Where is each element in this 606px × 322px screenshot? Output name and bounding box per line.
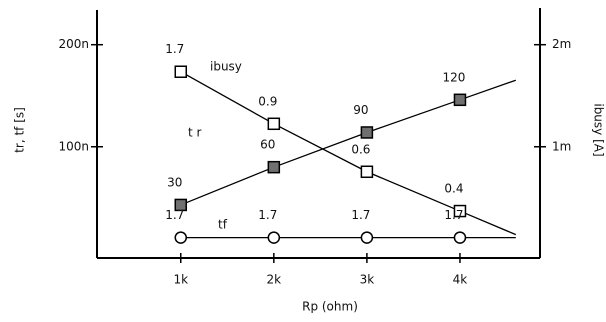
point-note: 90 [353, 103, 368, 117]
point [174, 65, 188, 78]
point-note: 60 [260, 138, 275, 152]
y2-axis-label: ibusy [A] [592, 103, 606, 156]
point [360, 231, 374, 244]
point-note: 30 [167, 175, 182, 189]
y-tick-label: 200n [58, 37, 89, 51]
y2-tick-label: 2m [552, 37, 571, 51]
point-note: 1.7 [444, 208, 463, 222]
point-note: 1.7 [165, 42, 184, 56]
point [267, 117, 281, 131]
x-tick-label: 2k [267, 273, 282, 287]
point-note: 1.7 [165, 208, 184, 222]
y-axis-label: tr, tf [s] [13, 107, 27, 153]
series-name: t r [188, 126, 202, 140]
point [360, 165, 374, 179]
point [267, 160, 281, 174]
x-axis-label: Rp (ohm) [302, 300, 358, 314]
series-line [180, 99, 461, 206]
y-tick-label: 100n [58, 139, 89, 153]
point [174, 231, 188, 244]
point-note: 0.9 [258, 94, 277, 108]
x-tick-label: 4k [453, 273, 468, 287]
point-note: 1.7 [258, 208, 277, 222]
series-name: tf [218, 218, 228, 232]
point-note: 0.6 [351, 142, 370, 156]
series-extension [459, 79, 517, 101]
y2-tick-label: 1m [552, 139, 571, 153]
point [360, 126, 374, 139]
x-tick-label: 3k [360, 273, 375, 287]
point [453, 204, 467, 218]
point-note: 0.4 [444, 182, 463, 196]
series-line [180, 71, 461, 212]
point [174, 198, 188, 212]
series-extension [459, 210, 517, 236]
point-note: 120 [443, 70, 466, 84]
point [267, 231, 281, 244]
point-note: 1.7 [351, 208, 370, 222]
x-tick-label: 1k [173, 273, 188, 287]
point [453, 93, 467, 107]
point [453, 231, 467, 244]
series-name: ibusy [210, 60, 242, 74]
